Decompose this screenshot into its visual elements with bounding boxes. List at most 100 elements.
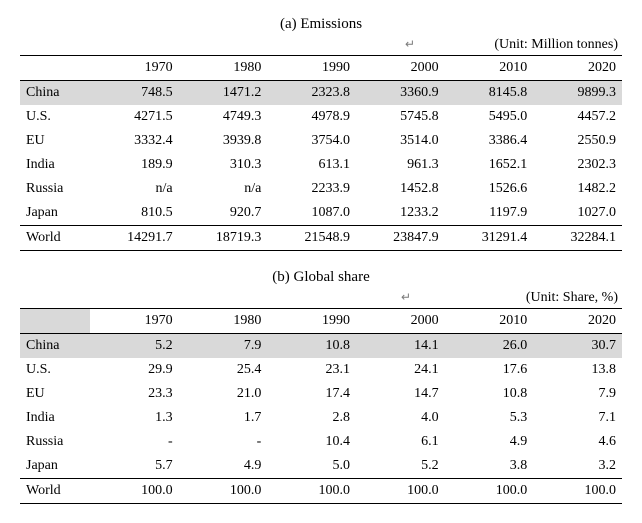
cell: 24.1 — [356, 358, 445, 382]
cell: 100.0 — [267, 479, 356, 504]
table-row: EU 3332.4 3939.8 3754.0 3514.0 3386.4 25… — [20, 129, 622, 153]
table-row: India 189.9 310.3 613.1 961.3 1652.1 230… — [20, 153, 622, 177]
cell: 3332.4 — [90, 129, 179, 153]
year-header: 1970 — [90, 56, 179, 81]
cell: 310.3 — [179, 153, 268, 177]
row-label: China — [20, 81, 90, 106]
header-blank — [20, 56, 90, 81]
cell: 1452.8 — [356, 177, 445, 201]
table-a-caption-text: (a) Emissions — [280, 16, 362, 32]
cell: 100.0 — [356, 479, 445, 504]
cell: 9899.3 — [533, 81, 622, 106]
year-header: 2010 — [445, 309, 534, 334]
table-row: Russia - - 10.4 6.1 4.9 4.6 — [20, 430, 622, 454]
cell: 4.0 — [356, 406, 445, 430]
table-row: U.S. 4271.5 4749.3 4978.9 5745.8 5495.0 … — [20, 105, 622, 129]
cell: 17.6 — [445, 358, 534, 382]
cell: 32284.1 — [533, 226, 622, 251]
cell: 23.3 — [90, 382, 179, 406]
table-a-unit: (Unit: Million tonnes) — [20, 37, 618, 53]
cell: 25.4 — [179, 358, 268, 382]
cell: 4978.9 — [267, 105, 356, 129]
row-label: Japan — [20, 454, 90, 479]
cell: 8145.8 — [445, 81, 534, 106]
cell: 2323.8 — [267, 81, 356, 106]
table-b-unit: (Unit: Share, %) — [20, 290, 618, 306]
row-label: EU — [20, 129, 90, 153]
cell: 5.7 — [90, 454, 179, 479]
cell: 1.3 — [90, 406, 179, 430]
cell: 14291.7 — [90, 226, 179, 251]
cell: 21548.9 — [267, 226, 356, 251]
cell: 4.6 — [533, 430, 622, 454]
table-row: China 748.5 1471.2 2323.8 3360.9 8145.8 … — [20, 81, 622, 106]
row-label: Japan — [20, 201, 90, 226]
cell: 4.9 — [179, 454, 268, 479]
year-header: 2000 — [356, 309, 445, 334]
row-label: EU — [20, 382, 90, 406]
cell: 613.1 — [267, 153, 356, 177]
year-header: 1980 — [179, 56, 268, 81]
cell: 14.1 — [356, 334, 445, 359]
table-row: China 5.2 7.9 10.8 14.1 26.0 30.7 — [20, 334, 622, 359]
table-row: World 14291.7 18719.3 21548.9 23847.9 31… — [20, 226, 622, 251]
cell: 13.8 — [533, 358, 622, 382]
cell: 5.2 — [90, 334, 179, 359]
cell: 4749.3 — [179, 105, 268, 129]
cell: 5.0 — [267, 454, 356, 479]
cell: - — [179, 430, 268, 454]
cell: 2233.9 — [267, 177, 356, 201]
emissions-table: 1970 1980 1990 2000 2010 2020 China 748.… — [20, 55, 622, 251]
cell: 1.7 — [179, 406, 268, 430]
cell: 748.5 — [90, 81, 179, 106]
cell: 3386.4 — [445, 129, 534, 153]
year-header: 2010 — [445, 56, 534, 81]
row-label: U.S. — [20, 105, 90, 129]
cell: 189.9 — [90, 153, 179, 177]
row-label: India — [20, 406, 90, 430]
table-row: World 100.0 100.0 100.0 100.0 100.0 100.… — [20, 479, 622, 504]
year-header: 2000 — [356, 56, 445, 81]
cell: 1027.0 — [533, 201, 622, 226]
table-b-caption: (b) Global share — [20, 269, 622, 286]
cell: 100.0 — [179, 479, 268, 504]
year-header: 1980 — [179, 309, 268, 334]
year-header: 1990 — [267, 56, 356, 81]
year-header: 2020 — [533, 56, 622, 81]
table-row: U.S. 29.9 25.4 23.1 24.1 17.6 13.8 — [20, 358, 622, 382]
cell: 7.9 — [179, 334, 268, 359]
year-header: 1970 — [90, 309, 179, 334]
enter-mark-icon: ↵ — [401, 290, 411, 305]
cell: 4457.2 — [533, 105, 622, 129]
table-row: EU 23.3 21.0 17.4 14.7 10.8 7.9 — [20, 382, 622, 406]
year-header: 1990 — [267, 309, 356, 334]
row-label: Russia — [20, 430, 90, 454]
cell: 1526.6 — [445, 177, 534, 201]
cell: 18719.3 — [179, 226, 268, 251]
cell: 6.1 — [356, 430, 445, 454]
cell: 3514.0 — [356, 129, 445, 153]
enter-mark-icon: ↵ — [405, 37, 415, 52]
cell: 1471.2 — [179, 81, 268, 106]
cell: 810.5 — [90, 201, 179, 226]
table-a-caption: (a) Emissions — [20, 16, 622, 33]
global-share-table: 1970 1980 1990 2000 2010 2020 China 5.2 … — [20, 308, 622, 504]
year-header: 2020 — [533, 309, 622, 334]
cell: 23.1 — [267, 358, 356, 382]
cell: 29.9 — [90, 358, 179, 382]
cell: n/a — [179, 177, 268, 201]
cell: 5.2 — [356, 454, 445, 479]
cell: 10.4 — [267, 430, 356, 454]
row-label: World — [20, 479, 90, 504]
cell: 10.8 — [445, 382, 534, 406]
cell: 5495.0 — [445, 105, 534, 129]
row-label: Russia — [20, 177, 90, 201]
cell: 2.8 — [267, 406, 356, 430]
cell: 7.9 — [533, 382, 622, 406]
table-row: Japan 810.5 920.7 1087.0 1233.2 1197.9 1… — [20, 201, 622, 226]
cell: 17.4 — [267, 382, 356, 406]
table-row: 1970 1980 1990 2000 2010 2020 — [20, 56, 622, 81]
header-blank — [20, 309, 90, 334]
row-label: China — [20, 334, 90, 359]
cell: 3754.0 — [267, 129, 356, 153]
